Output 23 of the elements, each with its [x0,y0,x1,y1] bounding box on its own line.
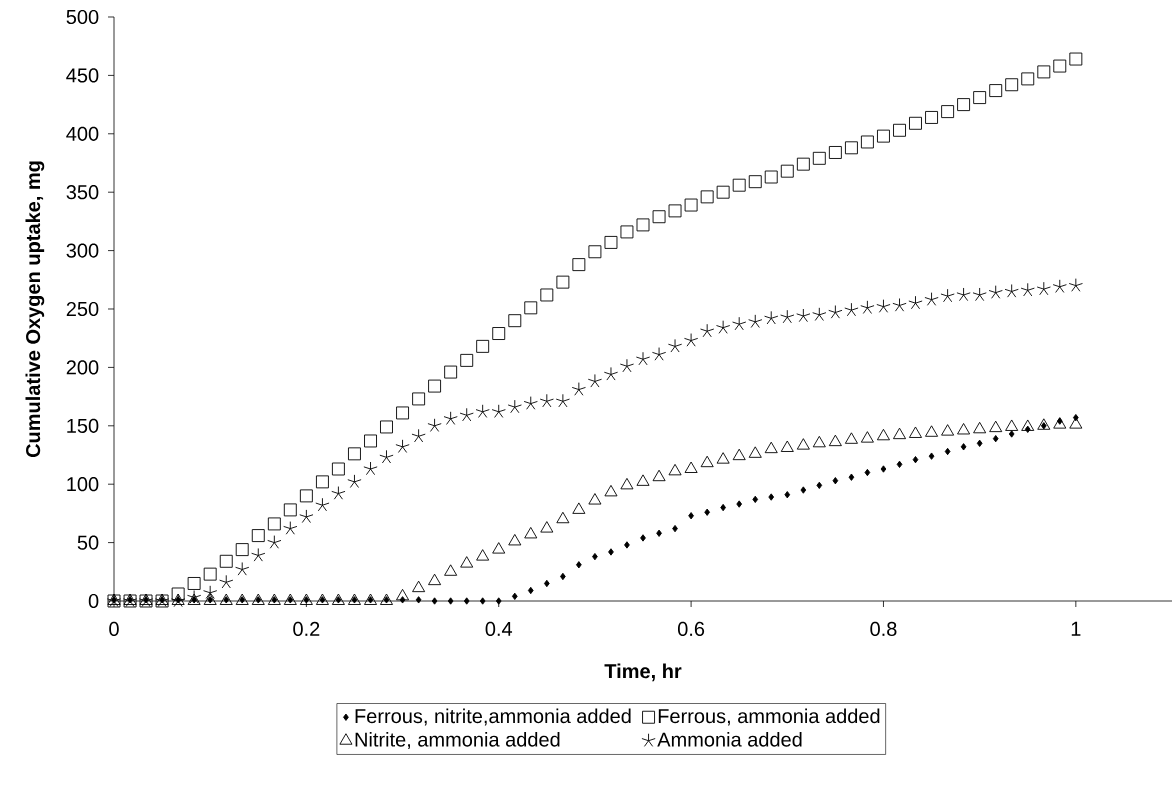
legend-label: Ferrous, nitrite,ammonia added [355,708,631,726]
y-tick-label: 200 [66,360,99,375]
y-tick-label: 250 [66,301,99,317]
legend-label: Ammonia added [657,731,802,747]
y-tick-label: 350 [66,185,99,200]
y-tick-label: 150 [67,418,99,433]
x-tick-label: 0.8 [870,621,897,637]
y-tick-label: 50 [77,535,99,550]
x-tick-label: 0 [109,621,119,637]
y-tick-label: 400 [66,126,99,141]
x-tick-label: 0.2 [293,621,320,637]
legend-label: Ferrous, ammonia added [658,708,880,726]
x-axis-title: Time, hr [604,663,682,682]
y-tick-label: 100 [67,477,99,492]
y-tick-label: 500 [66,9,99,25]
y-tick-label: 450 [66,68,99,83]
x-tick-label: 1 [1071,621,1081,636]
y-tick-label: 0 [88,593,99,609]
x-tick-label: 0.4 [485,621,513,637]
y-axis-title: Cumulative Oxygen uptake, mg [25,161,45,458]
x-tick-label: 0.6 [677,621,705,637]
y-tick-label: 300 [66,243,99,258]
legend-label: Nitrite, ammonia added [355,731,560,750]
